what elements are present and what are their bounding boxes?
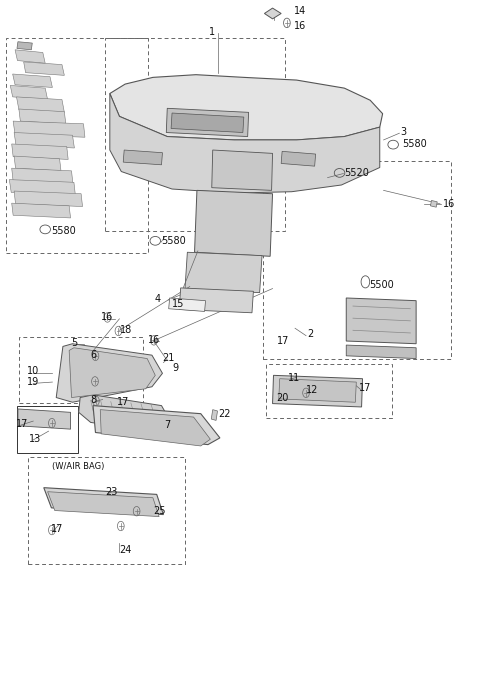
Text: 5500: 5500 — [369, 280, 394, 290]
Polygon shape — [9, 179, 75, 195]
Polygon shape — [44, 488, 163, 514]
Text: 2: 2 — [307, 330, 313, 339]
Text: 6: 6 — [91, 350, 97, 360]
Polygon shape — [48, 492, 159, 516]
Polygon shape — [194, 190, 273, 256]
Text: 18: 18 — [120, 325, 132, 334]
Polygon shape — [79, 395, 171, 433]
Text: 4: 4 — [155, 294, 161, 304]
Text: 19: 19 — [27, 377, 39, 387]
Polygon shape — [168, 298, 205, 311]
Polygon shape — [17, 42, 32, 50]
Text: 22: 22 — [218, 408, 231, 419]
Text: 5520: 5520 — [344, 168, 369, 178]
Polygon shape — [281, 152, 316, 166]
Polygon shape — [18, 409, 71, 429]
Polygon shape — [12, 203, 71, 218]
Text: 17: 17 — [359, 383, 371, 393]
Text: 13: 13 — [28, 433, 41, 443]
Text: 23: 23 — [105, 487, 118, 497]
Polygon shape — [185, 252, 262, 293]
Text: 25: 25 — [153, 506, 166, 516]
Text: 16: 16 — [444, 199, 456, 209]
Text: 16: 16 — [294, 21, 306, 30]
Text: (W/AIR BAG): (W/AIR BAG) — [52, 462, 105, 471]
Polygon shape — [12, 74, 52, 88]
Text: 5580: 5580 — [161, 236, 186, 246]
Polygon shape — [346, 345, 416, 359]
Text: 11: 11 — [288, 373, 300, 383]
Text: 3: 3 — [400, 127, 407, 137]
Polygon shape — [14, 191, 83, 206]
Polygon shape — [166, 109, 249, 137]
Polygon shape — [123, 150, 162, 165]
Text: 5580: 5580 — [51, 226, 76, 236]
Text: 14: 14 — [294, 7, 306, 16]
Polygon shape — [14, 133, 74, 148]
Polygon shape — [69, 348, 156, 398]
Text: 17: 17 — [50, 524, 63, 534]
Text: 15: 15 — [172, 299, 184, 309]
Polygon shape — [279, 379, 356, 402]
Text: 17: 17 — [117, 396, 129, 406]
Polygon shape — [264, 8, 281, 19]
Text: 12: 12 — [306, 385, 318, 395]
Text: 9: 9 — [172, 363, 178, 373]
Polygon shape — [12, 168, 73, 184]
Polygon shape — [212, 150, 273, 190]
Text: 17: 17 — [16, 419, 28, 429]
Text: 10: 10 — [27, 366, 39, 376]
Polygon shape — [100, 410, 210, 446]
Polygon shape — [15, 50, 45, 63]
Polygon shape — [10, 86, 48, 100]
Polygon shape — [12, 144, 68, 160]
Text: 16: 16 — [148, 335, 160, 344]
Text: 7: 7 — [164, 420, 170, 430]
Text: 5580: 5580 — [402, 139, 427, 149]
Text: 24: 24 — [120, 545, 132, 555]
Polygon shape — [14, 156, 61, 171]
Polygon shape — [431, 200, 437, 207]
Text: 8: 8 — [91, 394, 97, 404]
Text: 5: 5 — [72, 338, 78, 348]
Polygon shape — [16, 97, 64, 113]
Polygon shape — [273, 375, 362, 407]
Polygon shape — [110, 75, 383, 140]
Polygon shape — [171, 113, 244, 133]
Polygon shape — [24, 62, 64, 75]
Polygon shape — [346, 298, 416, 344]
Polygon shape — [19, 109, 66, 124]
Polygon shape — [13, 121, 85, 137]
Polygon shape — [56, 344, 162, 402]
Text: 20: 20 — [276, 393, 288, 403]
Text: 21: 21 — [162, 353, 175, 363]
Text: 1: 1 — [209, 27, 215, 36]
Polygon shape — [110, 94, 380, 193]
Text: 16: 16 — [101, 313, 113, 322]
Text: 17: 17 — [277, 336, 290, 346]
Polygon shape — [211, 410, 217, 421]
Polygon shape — [179, 288, 253, 313]
Polygon shape — [93, 406, 220, 445]
